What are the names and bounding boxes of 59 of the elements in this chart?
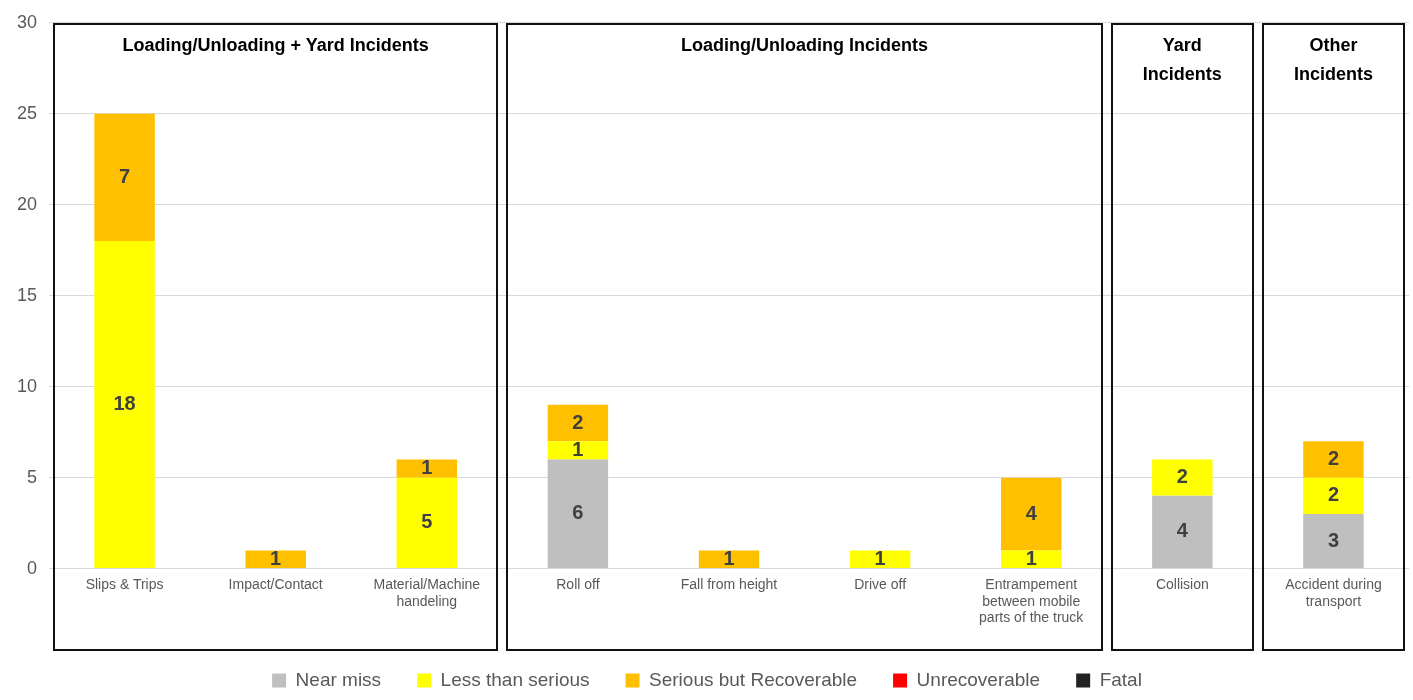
data-label: 2	[1176, 465, 1188, 488]
bar	[396, 477, 458, 569]
x-tick-label: Entrampement between mobile parts of the truck	[979, 575, 1085, 626]
legend-label: Near miss	[295, 668, 382, 690]
bar	[547, 441, 609, 460]
data-label: 3	[1327, 528, 1340, 551]
y-tick-label: 5	[27, 466, 38, 487]
bar	[94, 241, 155, 569]
bar	[1001, 550, 1062, 569]
x-tick-label: Drive off	[854, 575, 907, 592]
data-label: 1	[421, 456, 433, 479]
x-tick-label: Fall from height	[680, 575, 778, 592]
bar	[1152, 495, 1213, 569]
bar	[849, 550, 911, 569]
bar	[698, 550, 760, 569]
bar	[547, 459, 609, 569]
y-tick-label: 20	[16, 193, 38, 214]
bar	[1303, 477, 1364, 515]
bar	[1303, 441, 1364, 478]
legend-label: Serious but Recoverable	[649, 668, 858, 690]
y-tick-label: 0	[27, 557, 38, 578]
bar	[94, 113, 155, 242]
x-tick-label: Slips & Trips	[85, 575, 164, 592]
data-label: 18	[113, 392, 136, 415]
x-tick-label: Accident during transport	[1285, 575, 1382, 609]
bar	[547, 404, 609, 442]
y-tick-label: 25	[16, 102, 38, 123]
data-label: 1	[572, 437, 584, 460]
annotation: Loading/Unloading Incidents	[680, 33, 930, 57]
data-label: 7	[119, 164, 131, 187]
y-tick-label: 10	[16, 375, 38, 396]
y-tick-label: 30	[16, 11, 38, 32]
bar	[1152, 459, 1213, 496]
y-tick-label: 15	[16, 284, 38, 305]
data-label: 1	[1025, 546, 1037, 569]
data-label: 2	[1327, 446, 1340, 469]
data-label: 1	[874, 546, 886, 569]
legend-label: Less than serious	[440, 668, 590, 690]
data-label: 6	[572, 501, 584, 524]
legend-label: Unrecoverable	[916, 668, 1041, 690]
data-label: 4	[1025, 501, 1038, 524]
data-label: 2	[1327, 483, 1340, 506]
x-tick-label: Roll off	[556, 575, 600, 592]
x-tick-label: Collision	[1155, 575, 1209, 592]
data-label: 1	[270, 546, 282, 569]
data-label: 5	[421, 510, 433, 533]
data-label: 1	[723, 546, 735, 569]
bar	[245, 550, 306, 569]
bar	[396, 459, 458, 478]
x-tick-label: Material/Machine handeling	[373, 575, 481, 609]
annotation: Other Incidents	[1292, 33, 1374, 86]
annotation: Loading/Unloading + Yard Incidents	[121, 33, 430, 57]
x-tick-label: Impact/Contact	[228, 575, 323, 592]
data-label: 2	[572, 410, 584, 433]
bar	[1303, 514, 1364, 569]
data-label: 4	[1176, 519, 1189, 542]
legend-label: Fatal	[1099, 668, 1142, 690]
bar	[1001, 477, 1062, 551]
annotation: Yard Incidents	[1141, 33, 1223, 86]
